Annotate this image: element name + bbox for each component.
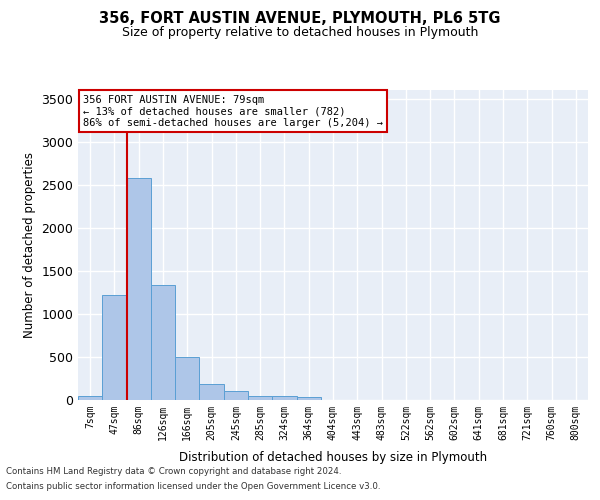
Text: 356, FORT AUSTIN AVENUE, PLYMOUTH, PL6 5TG: 356, FORT AUSTIN AVENUE, PLYMOUTH, PL6 5… <box>99 11 501 26</box>
Y-axis label: Number of detached properties: Number of detached properties <box>23 152 36 338</box>
Bar <box>224 392 248 400</box>
Bar <box>272 396 296 400</box>
Text: Contains public sector information licensed under the Open Government Licence v3: Contains public sector information licen… <box>6 482 380 491</box>
Text: Size of property relative to detached houses in Plymouth: Size of property relative to detached ho… <box>122 26 478 39</box>
Text: 356 FORT AUSTIN AVENUE: 79sqm
← 13% of detached houses are smaller (782)
86% of : 356 FORT AUSTIN AVENUE: 79sqm ← 13% of d… <box>83 94 383 128</box>
Bar <box>78 396 102 400</box>
Bar <box>151 284 175 400</box>
Text: Contains HM Land Registry data © Crown copyright and database right 2024.: Contains HM Land Registry data © Crown c… <box>6 467 341 476</box>
Bar <box>199 384 224 400</box>
X-axis label: Distribution of detached houses by size in Plymouth: Distribution of detached houses by size … <box>179 451 487 464</box>
Bar <box>127 178 151 400</box>
Bar <box>248 396 272 400</box>
Bar <box>296 398 321 400</box>
Bar <box>102 295 127 400</box>
Bar <box>175 357 199 400</box>
